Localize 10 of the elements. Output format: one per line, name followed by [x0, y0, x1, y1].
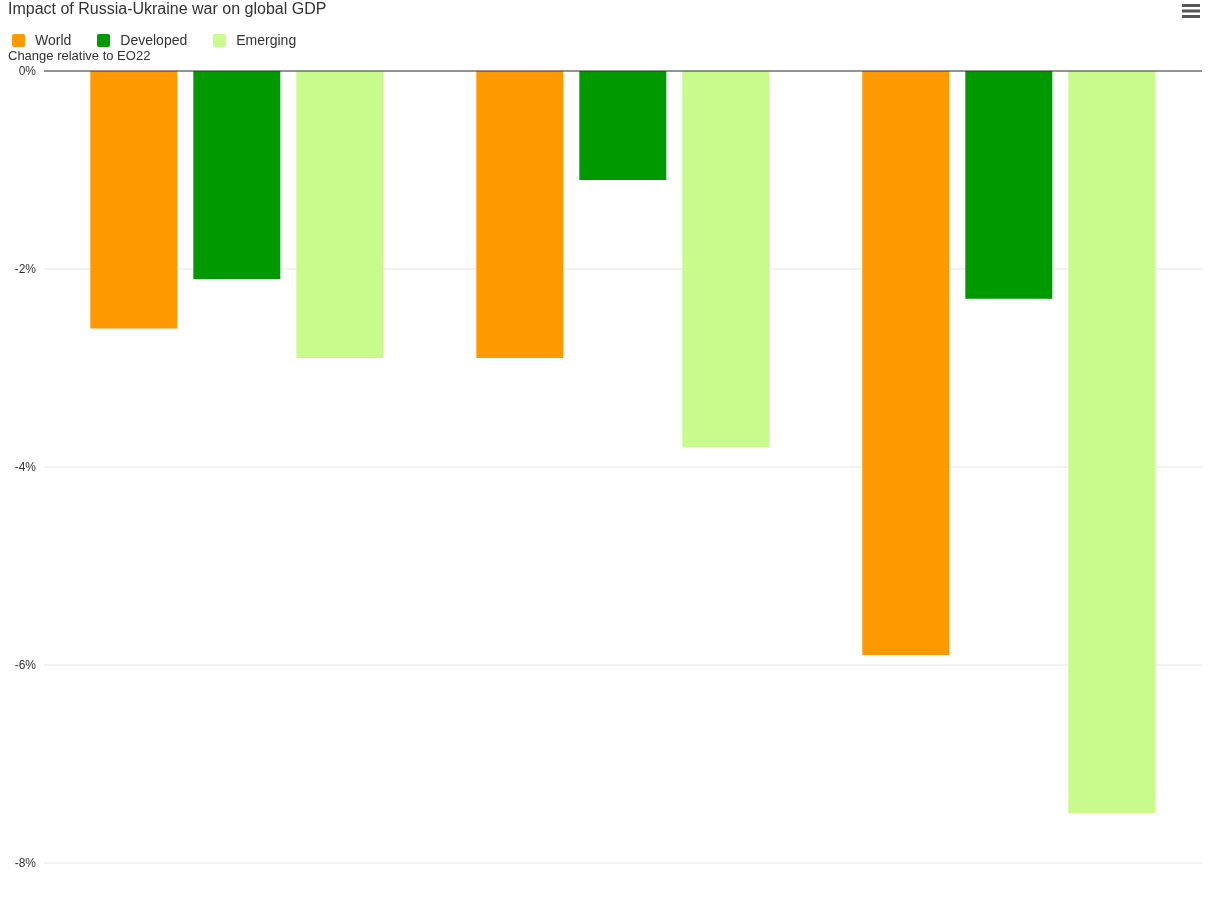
y-tick-label: -4%	[14, 460, 37, 475]
y-tick-label: -8%	[14, 856, 37, 871]
y-tick-label: -2%	[14, 262, 37, 277]
legend-label: Developed	[120, 32, 188, 48]
y-tick-label: 0%	[18, 64, 37, 79]
legend-label: Emerging	[236, 32, 297, 48]
y-axis-title: Change relative to EO22	[8, 48, 152, 63]
chart-title: Impact of Russia-Ukraine war on global GDP	[8, 0, 328, 18]
y-tick-label: -6%	[14, 658, 37, 673]
legend-label: World	[35, 32, 72, 48]
